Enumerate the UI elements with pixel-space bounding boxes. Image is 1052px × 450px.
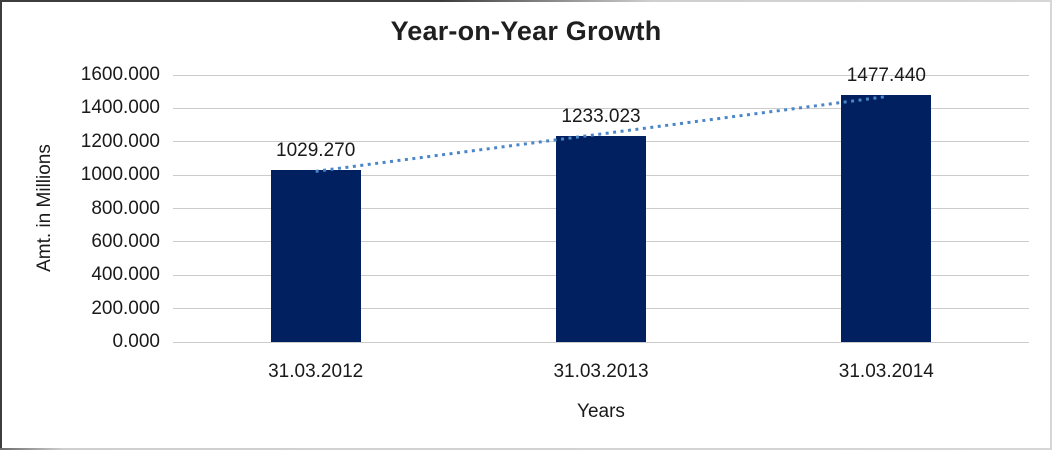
bar-31.03.2012 — [270, 170, 361, 342]
bar-value-label: 1477.440 — [846, 65, 926, 87]
bar-31.03.2013 — [556, 136, 646, 342]
window-border-right — [1050, 0, 1052, 450]
chart-title: Year-on-Year Growth — [390, 16, 662, 46]
y-axis-tick-label: 0.000 — [112, 331, 160, 352]
x-axis-tick-label: 31.03.2014 — [838, 361, 934, 382]
y-axis-tick-label: 200.000 — [91, 297, 160, 319]
window-border-top — [0, 0, 1052, 2]
bar-31.03.2014 — [841, 95, 932, 342]
y-axis-tick-label: 1600.000 — [80, 64, 160, 85]
gridline — [173, 107, 1029, 109]
x-axis-title: Years — [577, 401, 625, 422]
y-axis-tick-label: 400.000 — [91, 264, 160, 286]
window-border-bottom — [0, 448, 1052, 450]
y-axis-tick-label: 600.000 — [91, 230, 160, 252]
bar-value-label: 1233.023 — [561, 106, 641, 128]
y-axis-tick-label: 1400.000 — [80, 97, 160, 119]
y-axis-tick-label: 800.000 — [91, 197, 160, 219]
window-border-left — [0, 0, 2, 450]
trendline — [315, 95, 887, 173]
bar-value-label: 1029.270 — [276, 140, 356, 162]
y-axis-tick-label: 1000.000 — [80, 164, 160, 186]
plot-area: 1029.270 1233.023 1477.440 — [173, 65, 1029, 343]
x-axis-tick-label: 31.03.2013 — [553, 361, 649, 382]
gridline — [173, 341, 1029, 343]
gridline — [173, 74, 1029, 76]
y-axis-tick-label: 1200.000 — [80, 130, 160, 152]
x-axis-tick-label: 31.03.2012 — [268, 361, 364, 382]
